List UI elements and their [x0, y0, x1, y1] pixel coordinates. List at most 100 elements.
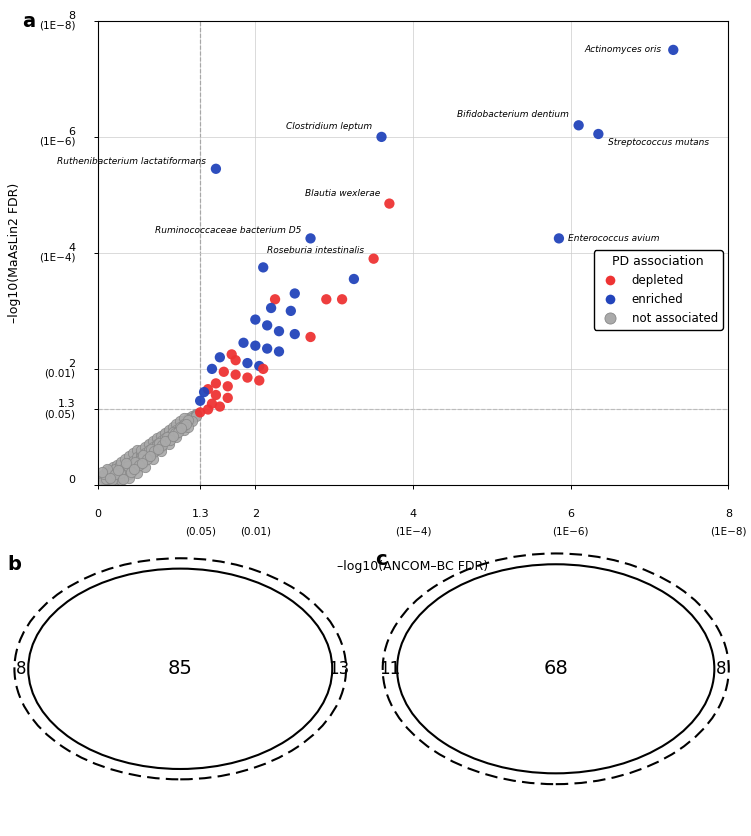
Point [117, 472, 129, 486]
Point [214, 400, 226, 413]
Point [170, 421, 182, 434]
Point [129, 455, 141, 468]
Point [190, 407, 202, 421]
Point [143, 449, 155, 462]
Point [214, 350, 226, 364]
Point [167, 429, 179, 442]
Point [206, 397, 218, 410]
Point [186, 411, 198, 425]
Point [116, 472, 128, 485]
Point [249, 313, 261, 326]
Point [210, 377, 222, 390]
Point [135, 446, 147, 460]
Point [152, 442, 164, 456]
Point [179, 423, 191, 436]
Text: Enterococcus avium: Enterococcus avium [569, 234, 660, 243]
Point [261, 342, 273, 355]
Text: (0.05): (0.05) [44, 410, 76, 420]
Point [182, 413, 195, 426]
Text: 6: 6 [68, 127, 76, 137]
Point [135, 443, 147, 456]
Point [147, 452, 159, 466]
Text: (0.01): (0.01) [240, 527, 271, 537]
Point [155, 435, 167, 448]
Point [145, 442, 157, 456]
Point [155, 441, 167, 454]
Point [127, 454, 139, 467]
Point [253, 374, 265, 387]
Point [222, 380, 234, 393]
Point [174, 417, 186, 431]
Text: (0.05): (0.05) [185, 527, 216, 537]
Point [164, 433, 176, 446]
Text: a: a [22, 12, 35, 31]
Point [104, 464, 116, 477]
Text: 4: 4 [409, 509, 417, 519]
Point [140, 452, 152, 466]
Point [190, 409, 202, 422]
Point [249, 339, 261, 353]
Point [106, 473, 118, 487]
Point [149, 445, 161, 458]
Point [257, 362, 270, 375]
Point [123, 462, 135, 476]
Point [119, 466, 131, 479]
Point [230, 354, 242, 367]
Point [190, 410, 202, 423]
Point [107, 476, 119, 489]
Point [289, 287, 301, 300]
Point [119, 461, 131, 474]
Point [99, 472, 112, 486]
Point [336, 293, 348, 306]
Point [143, 437, 155, 451]
Point [176, 419, 189, 432]
Point [109, 468, 121, 482]
Point [167, 426, 179, 440]
Point [210, 162, 222, 176]
Point [186, 415, 198, 428]
Text: 0: 0 [68, 475, 76, 485]
Point [348, 273, 360, 286]
Point [104, 476, 116, 489]
Point [593, 127, 605, 140]
Point [253, 359, 265, 373]
Point [170, 431, 182, 444]
Point [163, 437, 175, 451]
Point [139, 454, 151, 467]
Point [147, 446, 159, 460]
Point [139, 442, 151, 456]
Point [113, 458, 125, 472]
Point [123, 472, 135, 485]
Point [210, 388, 222, 401]
Point [186, 410, 198, 423]
Point [151, 433, 163, 446]
Text: 2: 2 [68, 359, 76, 369]
Point [116, 470, 128, 483]
Point [159, 435, 171, 448]
Point [111, 468, 123, 482]
Point [109, 462, 121, 476]
Text: –log10(ANCOM–BC FDR): –log10(ANCOM–BC FDR) [337, 560, 489, 573]
Point [242, 356, 254, 370]
Point [133, 458, 145, 472]
Point [179, 411, 191, 425]
Point [553, 232, 565, 245]
Text: (1E−6): (1E−6) [39, 137, 76, 147]
Text: –log10(MaAsLin2 FDR): –log10(MaAsLin2 FDR) [8, 183, 21, 323]
Text: 11: 11 [379, 660, 400, 678]
Text: Bifidobacterium dentium: Bifidobacterium dentium [457, 110, 569, 120]
Text: (1E−8): (1E−8) [39, 21, 76, 31]
Point [167, 423, 179, 436]
Point [182, 415, 195, 428]
Point [305, 330, 317, 344]
Point [226, 348, 238, 361]
Point [99, 466, 112, 480]
Point [137, 448, 149, 461]
Point [269, 293, 281, 306]
Point [179, 417, 191, 431]
Point [182, 421, 195, 434]
Point [237, 336, 249, 349]
Point [135, 451, 147, 464]
Text: 0: 0 [94, 509, 101, 519]
Point [261, 319, 273, 332]
